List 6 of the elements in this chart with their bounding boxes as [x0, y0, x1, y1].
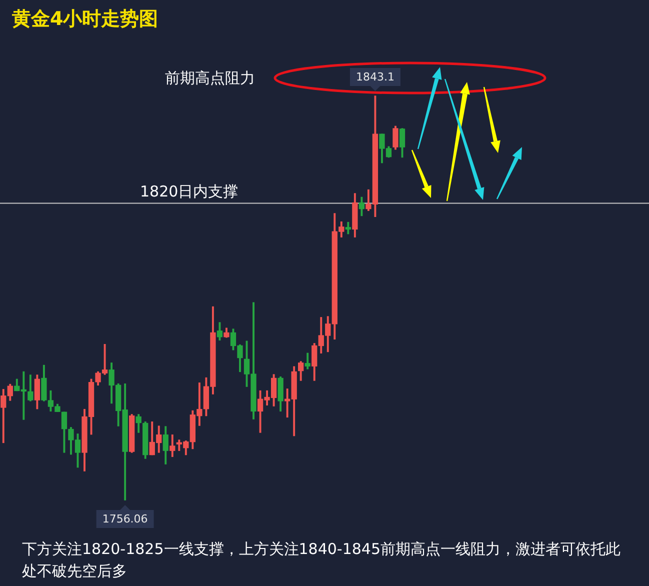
text: 下方关注1820-1825一线支撑，上方关注1840-1845前期高点一线阻力，激进者可依托此处不破先空后多: [22, 539, 622, 582]
ref-line-label: 1820日内支撑: [140, 182, 238, 201]
text: 前期高点阻力: [165, 68, 255, 89]
annotation: 1843.1: [356, 70, 394, 84]
chart-title: 黄金4小时走势图: [12, 7, 158, 32]
annotation: 1756.06: [102, 512, 148, 526]
